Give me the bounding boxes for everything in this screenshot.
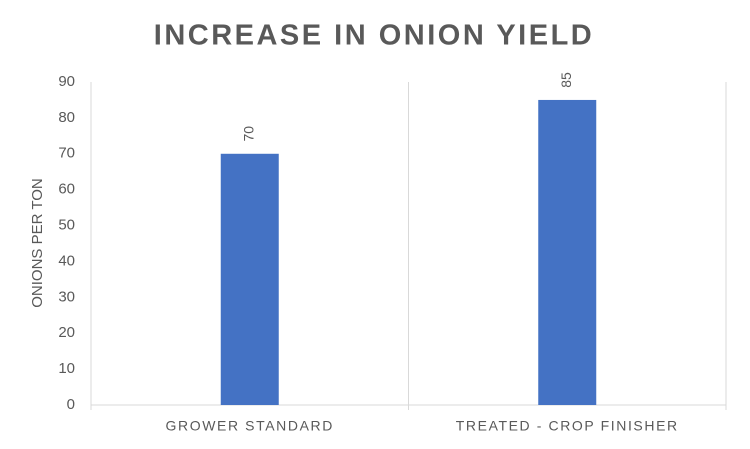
- y-tick-label: 10: [58, 360, 75, 377]
- y-tick-label: 60: [58, 181, 75, 198]
- bar: [538, 99, 597, 405]
- y-tick-label: 0: [67, 396, 75, 413]
- y-tick-label: 20: [58, 324, 75, 341]
- data-label: 85: [558, 72, 574, 88]
- data-label: 70: [240, 126, 256, 142]
- chart-title: INCREASE IN ONION YIELD: [154, 20, 594, 52]
- y-tick-label: 30: [58, 288, 75, 305]
- bar: [220, 153, 279, 405]
- y-tick-label: 80: [58, 109, 75, 126]
- y-tick-label: 90: [58, 73, 75, 90]
- y-tick-label: 40: [58, 252, 75, 269]
- y-axis-title: ONIONS PER TON: [29, 178, 46, 307]
- y-tick-label: 70: [58, 145, 75, 162]
- y-tick-label: 50: [58, 217, 75, 234]
- x-tick-label: GROWER STANDARD: [166, 418, 334, 434]
- x-tick-label: TREATED - CROP FINISHER: [456, 418, 679, 434]
